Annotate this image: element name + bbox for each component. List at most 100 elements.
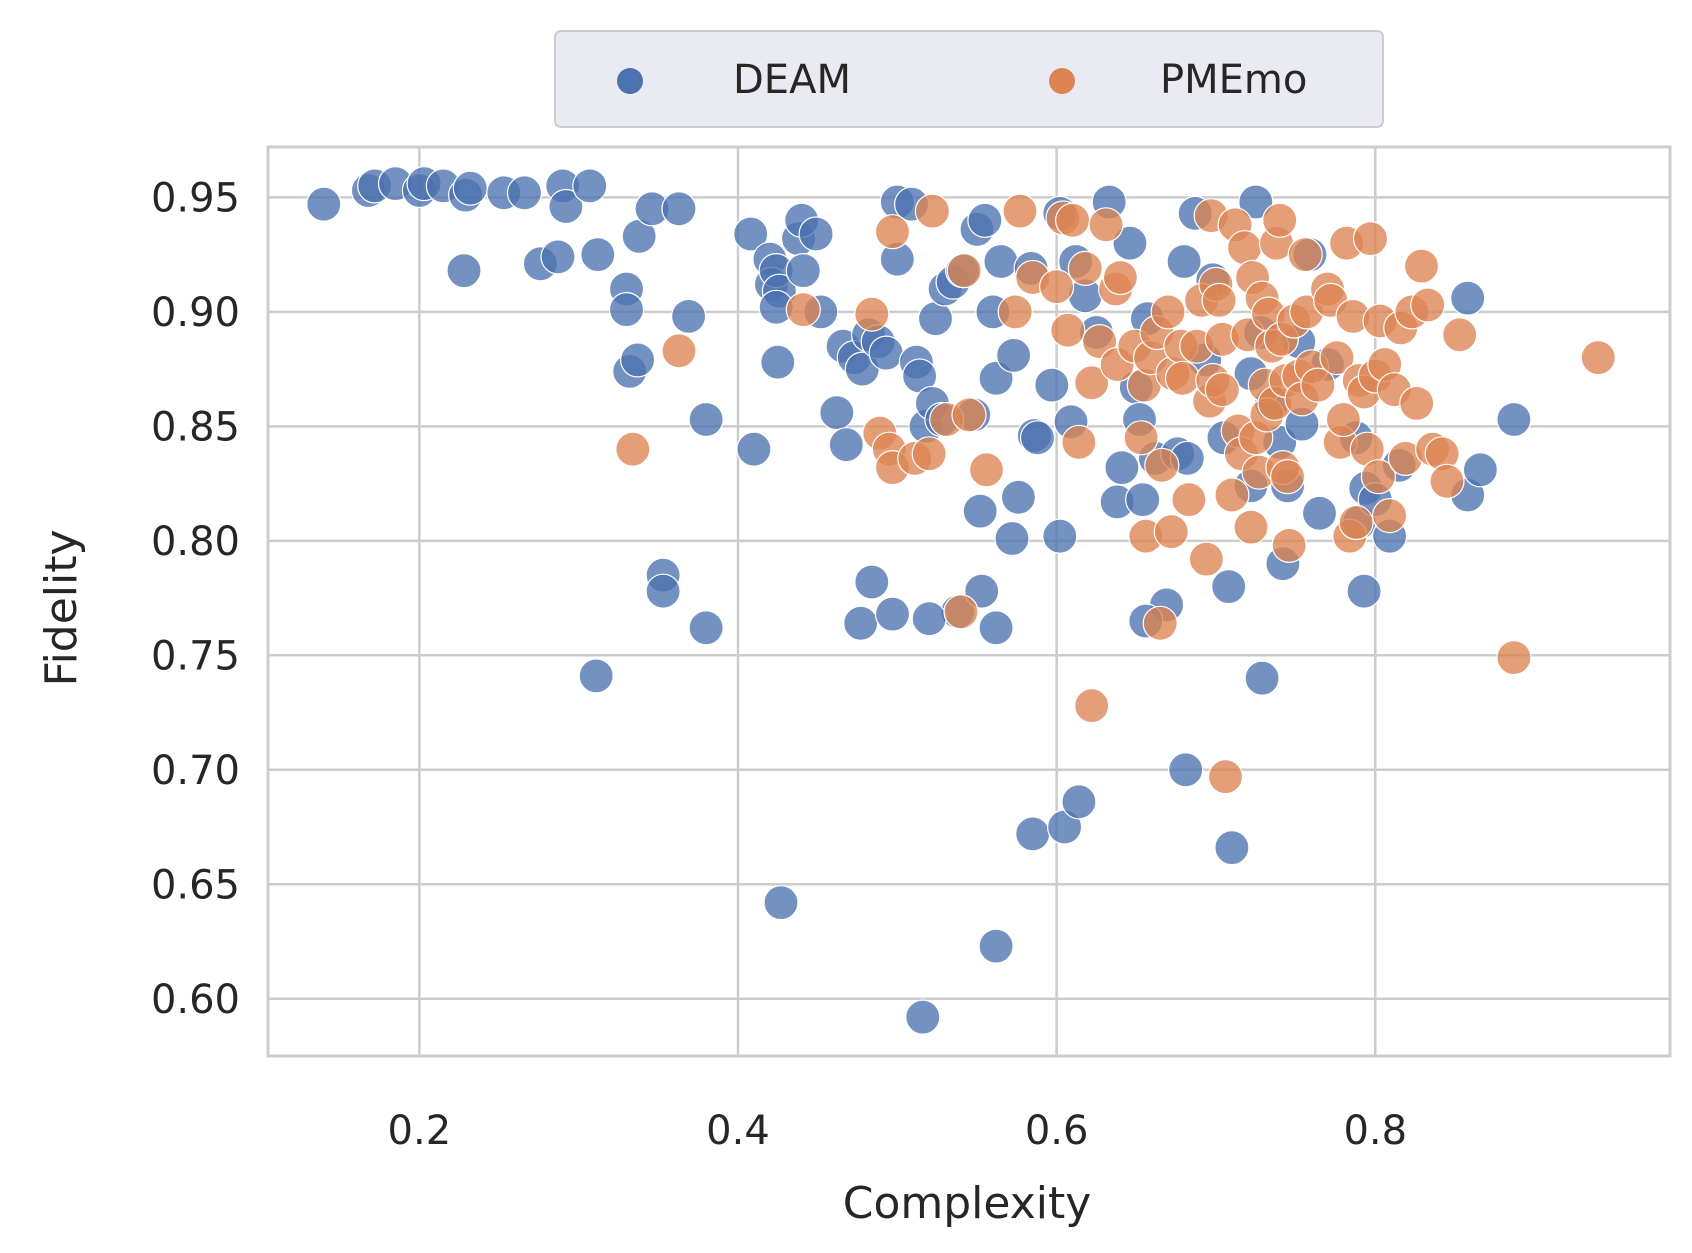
point-pmemo — [1142, 605, 1178, 641]
x-tick-label: 0.8 — [1343, 1108, 1407, 1154]
point-deam — [1015, 816, 1051, 852]
point-deam — [828, 427, 864, 463]
point-pmemo — [1002, 193, 1038, 229]
point-pmemo — [1371, 497, 1408, 534]
point-pmemo — [874, 214, 911, 250]
point-deam — [688, 401, 724, 438]
point-pmemo — [1074, 365, 1110, 401]
point-pmemo — [1403, 248, 1440, 284]
point-deam — [983, 243, 1019, 280]
point-pmemo — [943, 594, 979, 630]
point-deam — [452, 170, 488, 206]
point-pmemo — [1271, 527, 1307, 564]
point-pmemo — [1287, 237, 1323, 273]
y-tick-label: 0.60 — [151, 977, 240, 1023]
point-deam — [1166, 243, 1202, 280]
point-pmemo — [1050, 312, 1086, 348]
point-deam — [306, 186, 342, 222]
point-pmemo — [1399, 385, 1435, 421]
point-deam — [868, 335, 904, 371]
y-tick-label: 0.95 — [151, 175, 240, 221]
point-pmemo — [1360, 459, 1397, 495]
point-deam — [645, 573, 681, 609]
point-pmemo — [1123, 420, 1159, 456]
point-pmemo — [1054, 202, 1091, 238]
series-pmemo — [615, 193, 1616, 795]
point-deam — [1462, 452, 1499, 488]
point-pmemo — [1338, 504, 1374, 541]
point-pmemo — [1074, 688, 1110, 724]
legend-marker-deam — [617, 68, 643, 94]
y-tick-label: 0.85 — [151, 404, 240, 450]
point-deam — [1034, 367, 1070, 403]
point-deam — [763, 884, 799, 921]
point-deam — [1211, 568, 1247, 605]
plot-frame — [266, 145, 1672, 1058]
point-pmemo — [1319, 340, 1355, 376]
point-pmemo — [661, 333, 697, 369]
point-deam — [1301, 495, 1338, 531]
point-deam — [608, 292, 645, 328]
point-pmemo — [1038, 269, 1075, 305]
y-tick-label: 0.70 — [151, 748, 240, 794]
point-pmemo — [1061, 424, 1097, 460]
point-pmemo — [1262, 202, 1298, 238]
point-deam — [572, 168, 608, 204]
point-pmemo — [1410, 287, 1446, 323]
point-pmemo — [1201, 282, 1237, 318]
point-deam — [962, 493, 998, 529]
point-deam — [619, 342, 656, 378]
y-axis-label: Fidelity — [36, 529, 87, 686]
point-pmemo — [914, 193, 951, 229]
point-deam — [1112, 225, 1148, 261]
point-deam — [446, 253, 482, 289]
point-deam — [978, 610, 1014, 646]
point-deam — [917, 301, 954, 337]
point-pmemo — [1269, 459, 1306, 495]
legend: DEAM PMEmo — [554, 30, 1384, 128]
point-pmemo — [1233, 509, 1269, 545]
point-deam — [1019, 420, 1056, 456]
point-pmemo — [911, 436, 947, 472]
x-tick-label: 0.6 — [1025, 1108, 1089, 1154]
point-deam — [688, 610, 724, 646]
legend-label-deam: DEAM — [733, 57, 851, 103]
point-pmemo — [785, 292, 821, 328]
point-pmemo — [1204, 372, 1240, 408]
point-pmemo — [1496, 639, 1532, 676]
point-pmemo — [1171, 482, 1207, 518]
point-deam — [548, 188, 584, 225]
point-pmemo — [951, 397, 987, 433]
point-deam — [1168, 752, 1204, 788]
point-deam — [819, 395, 855, 431]
point-deam — [874, 596, 911, 632]
y-tick-label: 0.75 — [151, 633, 240, 679]
point-deam — [1061, 784, 1097, 820]
point-deam — [1104, 450, 1140, 486]
point-deam — [911, 601, 947, 637]
point-deam — [506, 175, 543, 211]
point-deam — [1042, 518, 1078, 554]
y-tick-label: 0.90 — [151, 290, 240, 336]
point-deam — [1125, 482, 1161, 518]
point-pmemo — [615, 431, 651, 467]
point-deam — [1214, 829, 1250, 866]
point-deam — [736, 431, 772, 467]
legend-label-pmemo: PMEmo — [1160, 57, 1307, 103]
point-deam — [967, 202, 1003, 238]
point-pmemo — [1580, 340, 1616, 376]
x-axis-label: Complexity — [843, 1178, 1092, 1229]
point-deam — [1244, 660, 1280, 696]
point-pmemo — [1214, 477, 1250, 513]
point-deam — [843, 605, 879, 641]
point-deam — [1346, 573, 1382, 609]
legend-marker-pmemo — [1049, 68, 1075, 94]
legend-box — [554, 30, 1384, 128]
point-pmemo — [946, 253, 982, 289]
point-deam — [1000, 479, 1037, 515]
point-deam — [995, 337, 1032, 373]
x-tick-label: 0.4 — [706, 1108, 770, 1154]
point-deam — [978, 928, 1014, 964]
point-deam — [905, 999, 941, 1035]
